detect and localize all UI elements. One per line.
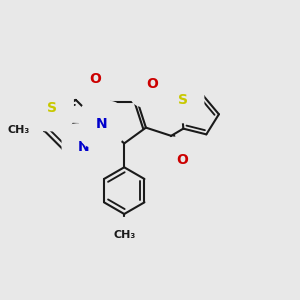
- Text: O: O: [176, 153, 188, 167]
- Text: O: O: [89, 72, 101, 86]
- Text: H: H: [146, 70, 157, 83]
- Text: N: N: [96, 117, 107, 131]
- Text: S: S: [178, 93, 188, 107]
- Text: S: S: [47, 101, 57, 115]
- Text: CH₃: CH₃: [113, 230, 135, 240]
- Text: O: O: [146, 77, 158, 91]
- Text: CH₃: CH₃: [8, 125, 30, 135]
- Text: N: N: [78, 140, 90, 154]
